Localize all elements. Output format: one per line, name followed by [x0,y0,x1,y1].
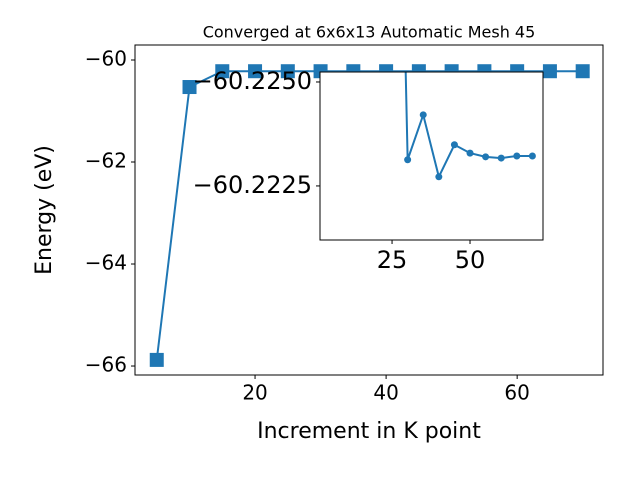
y-tick-label: −60 [85,46,127,70]
x-tick-label: 40 [373,381,398,405]
marker [248,64,263,79]
marker [404,156,412,164]
marker [575,64,590,79]
y-tick-label: −60.2250 [193,67,312,95]
chart-title: Converged at 6x6x13 Automatic Mesh 45 [203,23,536,42]
y-tick-label: −62 [85,149,127,173]
marker [182,80,197,95]
series-line [404,72,533,180]
marker [513,152,521,160]
marker [215,64,230,79]
x-axis-label: Increment in K point [257,419,481,444]
marker [542,64,557,79]
x-tick-label: 60 [504,381,529,405]
axes-frame [319,71,544,241]
marker [419,111,427,119]
y-tick-label: −66 [85,353,127,377]
plot [404,72,536,181]
x-tick-label: 20 [242,381,267,405]
axes-frame [134,44,604,376]
y-tick-label: −60.2225 [193,171,312,199]
x-tick-label: 25 [377,246,408,274]
marker [497,154,505,162]
marker [280,64,295,79]
marker [528,152,536,160]
y-axis-label: Energy (eV) [32,145,57,275]
x-tick-label: 50 [455,246,486,274]
marker [450,141,458,149]
marker [482,153,490,161]
y-tick-label: −64 [85,251,127,275]
plot-area [320,72,543,240]
marker [435,173,443,181]
marker [149,352,164,367]
marker [466,149,474,157]
